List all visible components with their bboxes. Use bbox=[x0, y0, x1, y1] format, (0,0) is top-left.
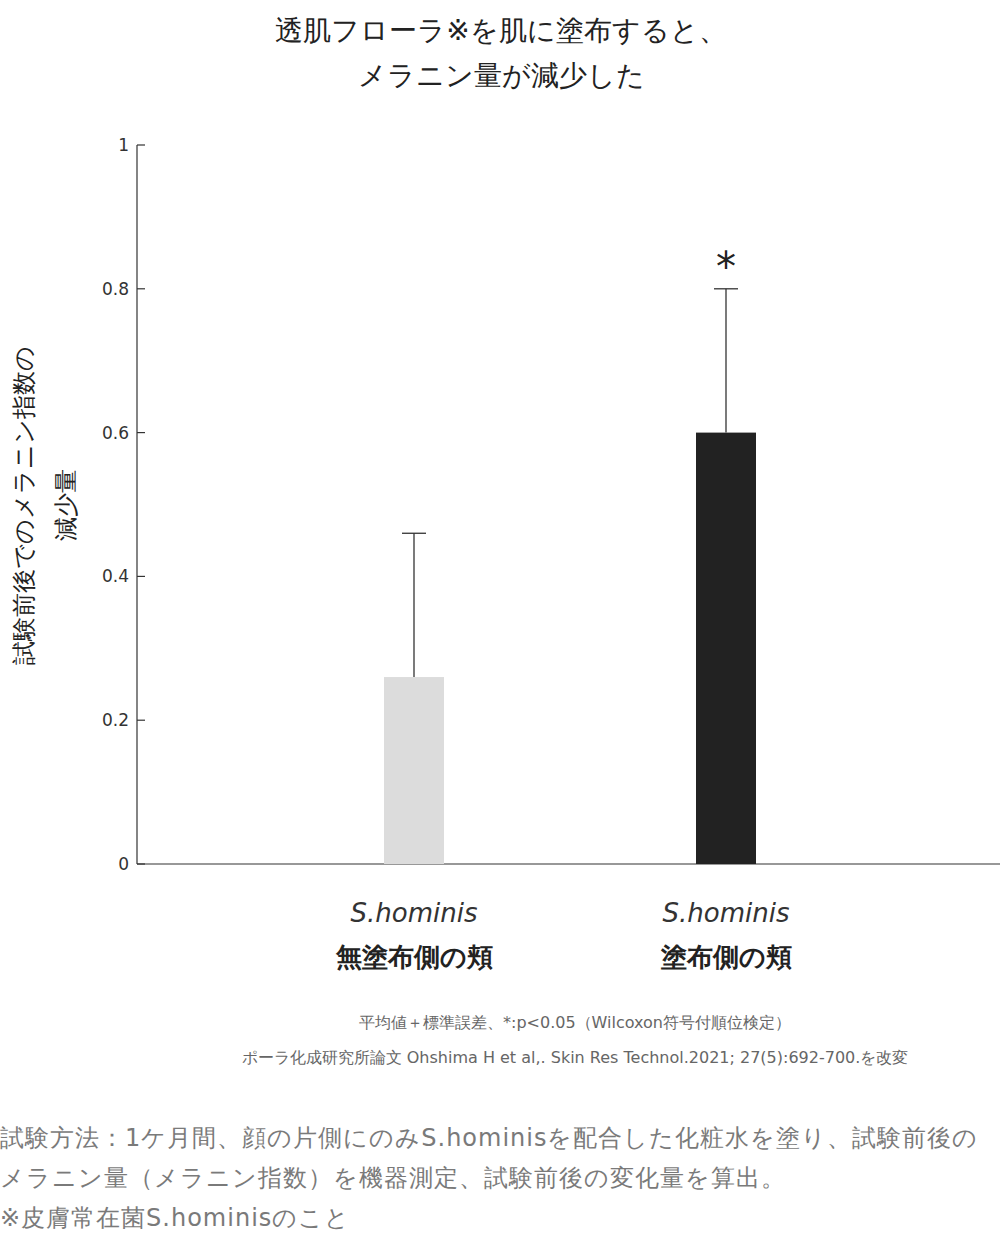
x-axis bbox=[137, 863, 1000, 864]
footnote: ※皮膚常在菌S.hominisのこと bbox=[0, 1198, 1000, 1238]
y-tick bbox=[137, 144, 145, 145]
y-tick bbox=[137, 720, 145, 721]
y-axis-label: 試験前後でのメラニン指数の減少量 bbox=[10, 346, 80, 665]
y-tick-label: 0.2 bbox=[102, 710, 129, 730]
method-text: 試験方法：1ケ月間、顔の片側にのみS.hominisを配合した化粧水を塗り、試験… bbox=[0, 1118, 1000, 1238]
y-tick-label: 0 bbox=[118, 854, 129, 874]
bars bbox=[384, 289, 756, 864]
y-tick bbox=[137, 863, 145, 864]
y-axis bbox=[136, 145, 137, 864]
x-tick-label: S.hominis塗布側の頬 bbox=[660, 898, 792, 972]
x-tick-label: S.hominis無塗布側の頬 bbox=[335, 898, 493, 972]
method: 試験方法：1ケ月間、顔の片側にのみS.hominisを配合した化粧水を塗り、試験… bbox=[0, 1118, 1000, 1198]
bar bbox=[696, 433, 756, 864]
y-tick bbox=[137, 576, 145, 577]
error-bar bbox=[714, 289, 738, 433]
y-tick-label: 0.8 bbox=[102, 279, 129, 299]
y-tick bbox=[137, 288, 145, 289]
y-tick-label: 0.6 bbox=[102, 423, 129, 443]
error-bar bbox=[402, 533, 426, 677]
significance-mark: * bbox=[716, 244, 736, 290]
note: ポーラ化成研究所論文 Ohshima H et al,. Skin Res Te… bbox=[242, 1048, 909, 1067]
note: 平均値＋標準誤差、*:p<0.05（Wilcoxon符号付順位検定） bbox=[359, 1013, 791, 1032]
bar bbox=[384, 677, 444, 864]
y-tick-label: 1 bbox=[118, 135, 129, 155]
title: 透肌フローラ※を肌に塗布すると、メラニン量が減少した bbox=[275, 14, 726, 92]
y-tick-label: 0.4 bbox=[102, 566, 129, 586]
y-tick bbox=[137, 432, 145, 433]
